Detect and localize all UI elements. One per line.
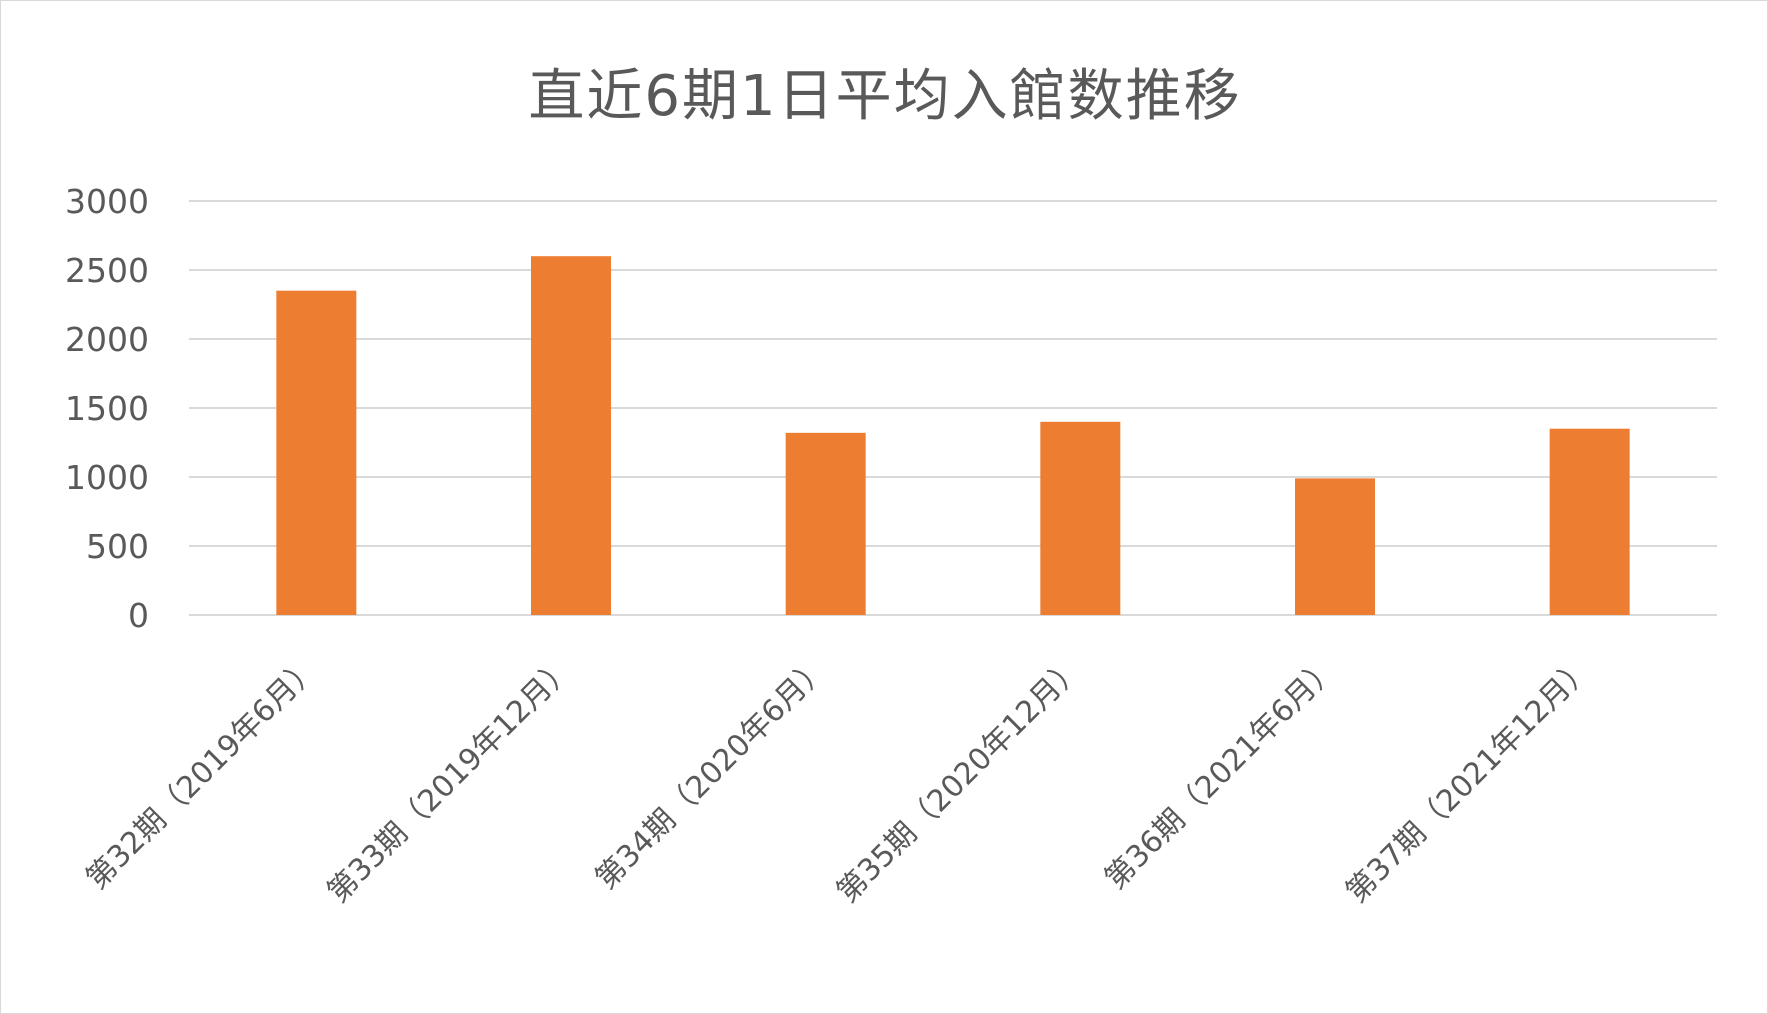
y-tick-label: 2000 <box>65 320 149 359</box>
y-tick-label: 0 <box>128 596 149 635</box>
y-tick-label: 500 <box>86 527 149 566</box>
x-tick-label: 第34期（2020年6月） <box>589 650 836 897</box>
x-tick-label: 第37期（2021年12月） <box>1339 650 1599 910</box>
bars <box>276 256 1630 615</box>
y-tick-label: 2500 <box>65 251 149 290</box>
y-tick-label: 1500 <box>65 389 149 428</box>
bar <box>1549 428 1630 615</box>
x-tick-label: 第33期（2019年12月） <box>321 650 581 910</box>
chart-title: 直近6期1日平均入館数推移 <box>528 64 1242 129</box>
x-tick-label: 第35期（2020年12月） <box>830 650 1090 910</box>
x-axis-tick-labels: 第32期（2019年6月）第33期（2019年12月） 第34期（2020年6月）… <box>79 650 1599 910</box>
y-tick-label: 1000 <box>65 458 149 497</box>
bar <box>785 432 866 615</box>
gridlines <box>189 200 1717 616</box>
x-tick-label: 第36期（2021年6月） <box>1098 650 1345 897</box>
x-tick-label: 第32期（2019年6月） <box>79 650 326 897</box>
bar <box>1295 478 1375 615</box>
y-axis-tick-labels: 0 500 1000 1500 2000 2500 3000 <box>65 182 149 635</box>
bar <box>531 256 611 615</box>
bar <box>276 290 357 615</box>
bar <box>1040 421 1121 615</box>
y-tick-label: 3000 <box>65 182 149 221</box>
